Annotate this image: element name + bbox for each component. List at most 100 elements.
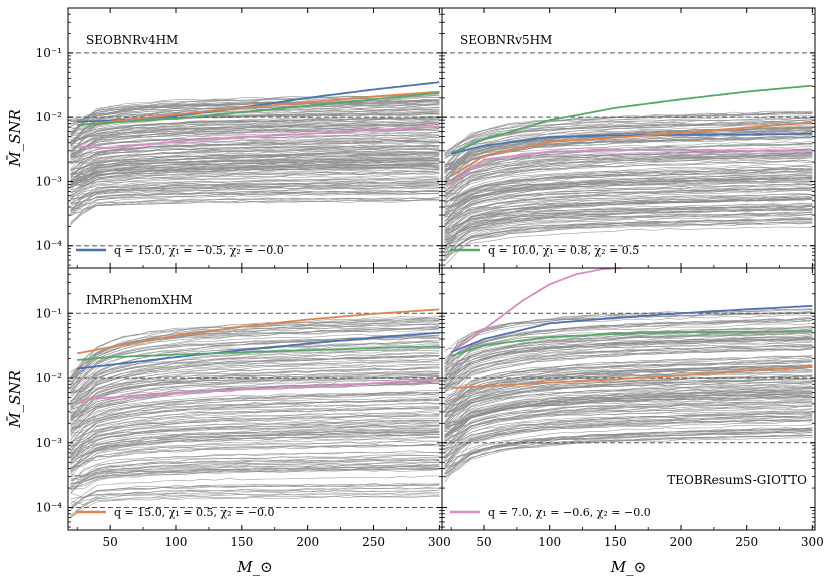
gray-line: [70, 405, 440, 443]
gray-line: [444, 176, 813, 216]
gray-line: [444, 159, 813, 207]
gray-line: [70, 192, 440, 215]
gray-line: [70, 137, 440, 166]
y-axis-label: M̄_SNR: [6, 109, 24, 168]
x-tick-label: 50: [476, 535, 491, 549]
gray-line: [70, 466, 440, 485]
x-tick-label: 150: [230, 535, 253, 549]
gray-line: [70, 355, 440, 405]
x-tick-label: 100: [165, 535, 188, 549]
gray-line: [444, 180, 813, 215]
gray-line: [70, 393, 440, 435]
gray-line: [444, 382, 813, 430]
gray-line: [70, 104, 440, 136]
gray-line: [70, 469, 440, 491]
gray-line: [70, 175, 440, 200]
gray-line: [70, 126, 440, 156]
gray-line: [444, 378, 813, 428]
gray-line: [70, 372, 440, 410]
gray-line: [70, 419, 440, 455]
gray-line: [70, 151, 440, 179]
gray-line: [444, 193, 813, 232]
gray-line: [444, 364, 813, 410]
gray-line: [70, 126, 440, 151]
legend-label: q = 7.0, χ₁ = −0.6, χ₂ = −0.0: [488, 506, 651, 519]
gray-line: [70, 184, 440, 208]
series-line: [450, 84, 813, 154]
gray-line: [70, 122, 440, 155]
gray-line: [444, 392, 813, 429]
gray-line: [70, 444, 440, 477]
y-tick-label: 10⁻⁴: [36, 239, 63, 253]
gray-line: [444, 330, 813, 380]
gray-line: [444, 185, 813, 231]
gray-line: [444, 408, 813, 455]
gray-line: [70, 135, 440, 156]
gray-line: [70, 458, 440, 478]
gray-line: [444, 415, 813, 450]
gray-line: [70, 148, 440, 176]
gray-line: [444, 226, 813, 259]
panel-4: 50 100 150 200 250 300 TEOBResumS-GIOTTO q = 7.…: [441, 267, 824, 549]
x-tick-label: 200: [670, 535, 693, 549]
gray-line: [444, 314, 813, 359]
gray-line: [444, 430, 813, 479]
gray-line: [444, 400, 813, 440]
gray-line: [70, 154, 440, 176]
gray-line: [444, 198, 813, 242]
gray-line: [444, 383, 813, 418]
x-tick-label: 250: [362, 535, 385, 549]
gray-line: [444, 165, 813, 204]
gray-line: [70, 459, 440, 491]
gray-line: [444, 152, 813, 186]
gray-line: [444, 177, 813, 210]
gray-line: [444, 154, 813, 196]
gray-line: [444, 159, 813, 195]
gray-line: [444, 337, 813, 390]
gray-line: [70, 415, 440, 446]
gray-line: [444, 216, 813, 255]
gray-line: [70, 181, 440, 204]
gray-line: [70, 145, 440, 163]
gray-line: [444, 117, 813, 169]
gray-line: [70, 148, 440, 176]
gray-line: [70, 394, 440, 441]
gray-line: [444, 396, 813, 431]
gray-line: [70, 422, 440, 460]
gray-line: [70, 489, 440, 506]
gray-line: [444, 430, 813, 469]
gray-line: [70, 150, 440, 171]
gray-line: [70, 431, 440, 465]
gray-line: [444, 309, 813, 350]
y-tick-label: 10⁻⁴: [36, 501, 63, 515]
gray-line: [444, 170, 813, 214]
plot-area: [442, 268, 815, 483]
gray-line: [444, 326, 813, 367]
x-axis-label: M_⊙: [236, 558, 272, 576]
gray-line: [70, 186, 440, 204]
gray-line: [444, 361, 813, 403]
gray-line: [444, 378, 813, 415]
panel-3: 50 100 150 200 250 300 10⁻⁴ 10⁻³ 10⁻² 10⁻¹ IMRPhen…: [36, 267, 451, 549]
series-line: [450, 268, 622, 354]
gray-line: [70, 352, 440, 402]
gray-line: [70, 366, 440, 408]
gray-line: [444, 187, 813, 225]
gray-line: [444, 348, 813, 390]
gray-line: [444, 176, 813, 225]
x-tick-label: 100: [538, 535, 561, 549]
gray-line: [70, 159, 440, 189]
x-tick-label: 300: [428, 535, 451, 549]
gray-line: [444, 341, 813, 390]
gray-line: [70, 163, 440, 186]
gray-line: [444, 205, 813, 246]
gray-line: [70, 165, 440, 196]
gray-line: [70, 455, 440, 482]
gray-line: [70, 373, 440, 419]
gray-line: [444, 317, 813, 364]
gray-line: [444, 416, 813, 460]
gray-line: [70, 129, 440, 155]
gray-line: [70, 421, 440, 458]
series-line: [77, 345, 440, 361]
gray-line: [70, 434, 440, 472]
